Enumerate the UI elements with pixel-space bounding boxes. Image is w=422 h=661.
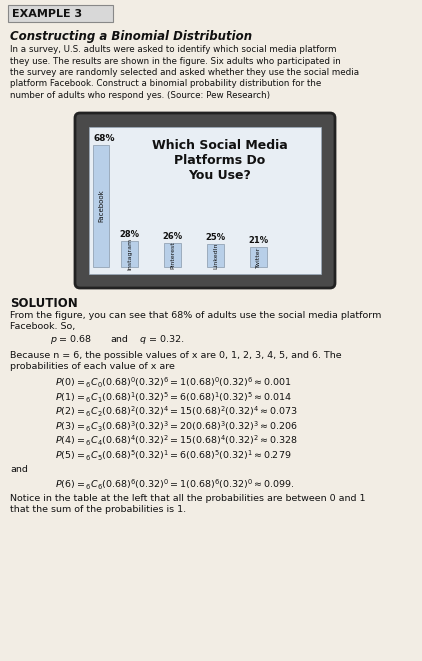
Text: LinkedIn: LinkedIn <box>213 242 218 268</box>
Text: probabilities of each value of x are: probabilities of each value of x are <box>10 362 175 371</box>
Bar <box>164 243 181 267</box>
FancyBboxPatch shape <box>75 113 335 288</box>
Text: $P(0) = {}_6C_0(0.68)^0(0.32)^6 = 1(0.68)^0(0.32)^6 \approx 0.001$: $P(0) = {}_6C_0(0.68)^0(0.32)^6 = 1(0.68… <box>55 376 292 390</box>
Bar <box>89 127 321 274</box>
Text: Which Social Media
Platforms Do
You Use?: Which Social Media Platforms Do You Use? <box>152 139 288 182</box>
Text: Twitter: Twitter <box>256 247 261 268</box>
Text: 68%: 68% <box>93 134 114 143</box>
Text: 25%: 25% <box>206 233 226 242</box>
Text: 26%: 26% <box>162 232 183 241</box>
Bar <box>250 247 267 267</box>
Text: In a survey, U.S. adults were asked to identify which social media platform: In a survey, U.S. adults were asked to i… <box>10 45 336 54</box>
Text: = 0.32.: = 0.32. <box>146 336 184 344</box>
Text: Notice in the table at the left that all the probabilities are between 0 and 1: Notice in the table at the left that all… <box>10 494 365 503</box>
FancyBboxPatch shape <box>8 5 113 22</box>
Text: q: q <box>140 336 146 344</box>
Text: and: and <box>10 465 28 474</box>
Text: that the sum of the probabilities is 1.: that the sum of the probabilities is 1. <box>10 506 186 514</box>
Text: Facebook. So,: Facebook. So, <box>10 323 75 332</box>
Text: SOLUTION: SOLUTION <box>10 297 78 310</box>
Text: number of adults who respond yes. (Source: Pew Research): number of adults who respond yes. (Sourc… <box>10 91 270 100</box>
Text: $P(5) = {}_6C_5(0.68)^5(0.32)^1 = 6(0.68)^5(0.32)^1 \approx 0.279$: $P(5) = {}_6C_5(0.68)^5(0.32)^1 = 6(0.68… <box>55 449 292 463</box>
Text: $P(3) = {}_6C_3(0.68)^3(0.32)^3 = 20(0.68)^3(0.32)^3 \approx 0.206$: $P(3) = {}_6C_3(0.68)^3(0.32)^3 = 20(0.6… <box>55 420 298 434</box>
Bar <box>121 241 138 267</box>
Text: Because n = 6, the possible values of x are 0, 1, 2, 3, 4, 5, and 6. The: Because n = 6, the possible values of x … <box>10 350 342 360</box>
Text: and: and <box>110 336 128 344</box>
Text: Pinterest: Pinterest <box>170 241 175 269</box>
Text: $P(2) = {}_6C_2(0.68)^2(0.32)^4 = 15(0.68)^2(0.32)^4 \approx 0.073$: $P(2) = {}_6C_2(0.68)^2(0.32)^4 = 15(0.6… <box>55 405 298 419</box>
Text: $P(6) = {}_6C_6(0.68)^6(0.32)^0 = 1(0.68)^6(0.32)^0 \approx 0.099.$: $P(6) = {}_6C_6(0.68)^6(0.32)^0 = 1(0.68… <box>55 478 295 492</box>
Text: platform Facebook. Construct a binomial probability distribution for the: platform Facebook. Construct a binomial … <box>10 79 321 89</box>
Text: 28%: 28% <box>119 230 140 239</box>
Text: they use. The results are shown in the figure. Six adults who participated in: they use. The results are shown in the f… <box>10 56 341 65</box>
Bar <box>207 244 224 267</box>
Text: EXAMPLE 3: EXAMPLE 3 <box>12 9 82 19</box>
Text: Facebook: Facebook <box>98 190 104 222</box>
Bar <box>93 145 109 267</box>
Text: Instagram: Instagram <box>127 238 132 270</box>
Text: From the figure, you can see that 68% of adults use the social media platform: From the figure, you can see that 68% of… <box>10 311 381 320</box>
Text: p: p <box>50 336 56 344</box>
Text: the survey are randomly selected and asked whether they use the social media: the survey are randomly selected and ask… <box>10 68 359 77</box>
Text: Constructing a Binomial Distribution: Constructing a Binomial Distribution <box>10 30 252 43</box>
Text: $P(1) = {}_6C_1(0.68)^1(0.32)^5 = 6(0.68)^1(0.32)^5 \approx 0.014$: $P(1) = {}_6C_1(0.68)^1(0.32)^5 = 6(0.68… <box>55 391 292 405</box>
Text: 21%: 21% <box>249 237 268 245</box>
Text: = 0.68: = 0.68 <box>56 336 91 344</box>
Text: $P(4) = {}_6C_4(0.68)^4(0.32)^2 = 15(0.68)^4(0.32)^2 \approx 0.328$: $P(4) = {}_6C_4(0.68)^4(0.32)^2 = 15(0.6… <box>55 434 298 448</box>
